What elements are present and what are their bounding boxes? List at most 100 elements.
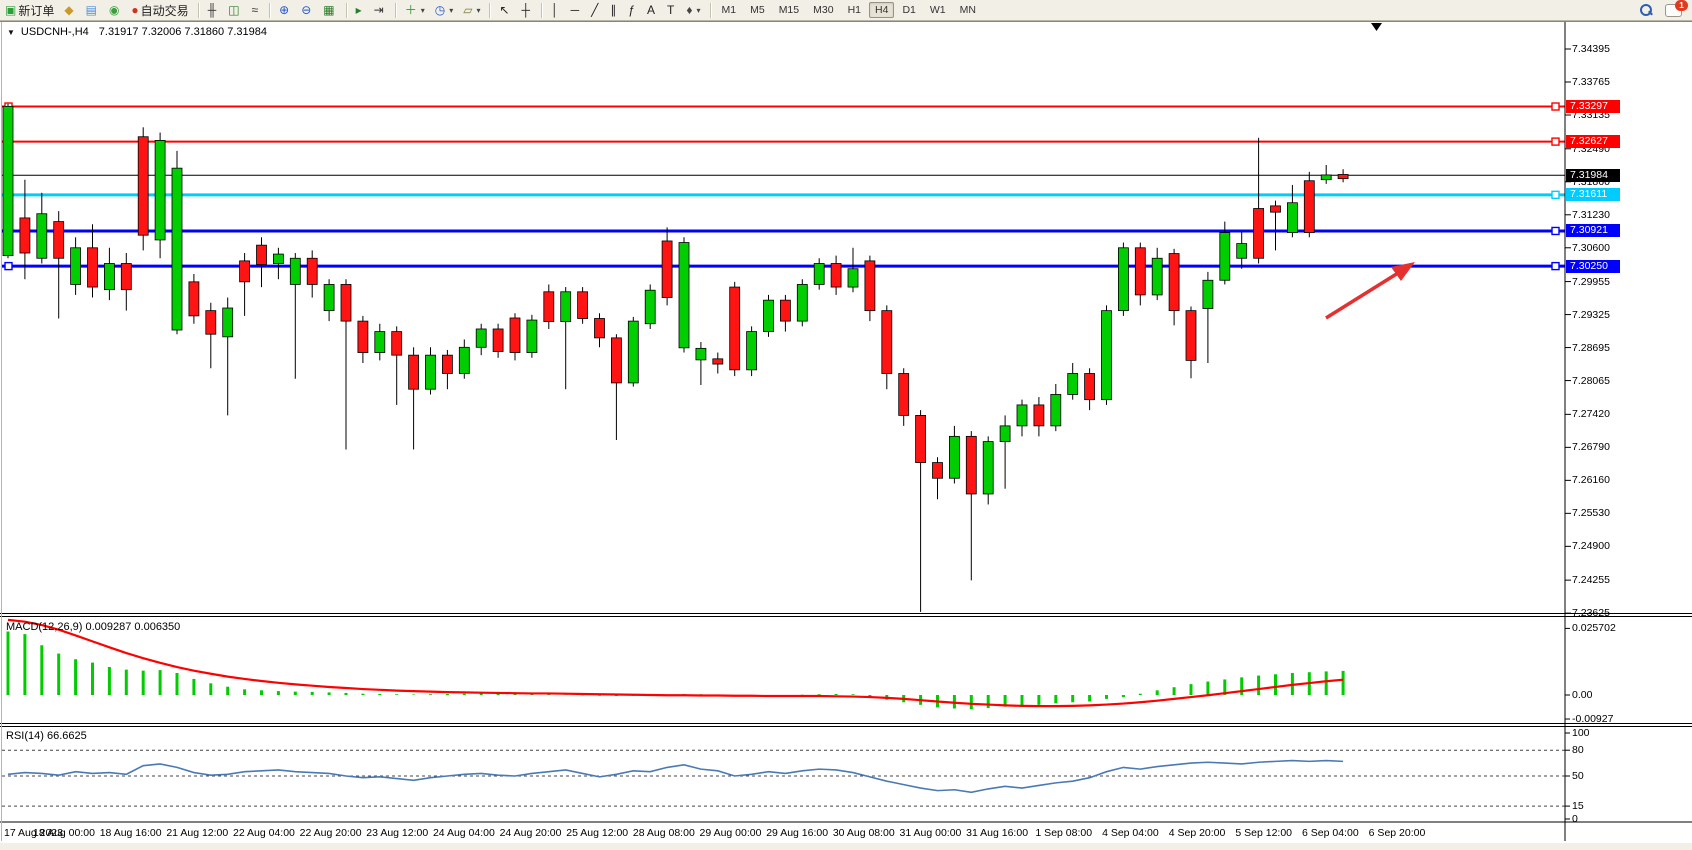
toolbar: ▣ 新订单 ◆ ▤ ◉ ● 自动交易 ╫ ◫ ≈ ⊕ ⊖ ▦ ▸ ⇥ ＋ ▾ ◷ ▾ ▱ ▾ ↖ ┼ │ ─ ╱ ∥ ƒ A T ♦ ▾ M1 M… [0, 0, 1692, 21]
alerts-button[interactable]: ◆ [60, 1, 79, 20]
trend-arrow[interactable] [1391, 262, 1415, 281]
macd-axis-label: 0.00 [1572, 689, 1593, 701]
add-indicator-icon: ＋ [404, 3, 417, 17]
auto-scroll-button[interactable]: ▸ [352, 1, 368, 20]
price-line-badge[interactable]: 7.30921 [1566, 224, 1620, 238]
timeframe-button-H4[interactable]: H4 [869, 2, 895, 18]
horizontal-line-button[interactable]: ─ [567, 1, 586, 20]
crosshair-icon: ┼ [521, 3, 531, 17]
chevron-down-icon[interactable]: ▾ [696, 5, 701, 15]
time-axis-label: 5 Sep 12:00 [1235, 827, 1293, 839]
candlestick-chart-button[interactable]: ◫ [224, 1, 245, 20]
chevron-down-icon[interactable]: ▾ [476, 5, 481, 15]
zoom-in-button[interactable]: ⊕ [275, 1, 295, 20]
equidistant-channel-button[interactable]: ∥ [606, 1, 622, 20]
indicators-button[interactable]: ＋ ▾ [401, 1, 429, 20]
chart-title: ▼ USDCNH-,H4 7.31917 7.32006 7.31860 7.3… [7, 26, 267, 38]
price-line-badge[interactable]: 7.30250 [1566, 259, 1620, 273]
toolbar-separator [489, 2, 491, 18]
price-line-badge[interactable]: 7.31611 [1566, 188, 1620, 202]
price-axis-label: 7.29325 [1572, 308, 1610, 321]
timeframe-button-M5[interactable]: M5 [750, 4, 765, 16]
time-axis-label: 28 Aug 08:00 [632, 827, 695, 839]
time-axis-label: 18 Aug 00:00 [33, 827, 95, 839]
timeframe-button-M30[interactable]: M30 [813, 4, 834, 16]
periods-button[interactable]: ◷ ▾ [431, 1, 458, 20]
time-axis-label: 31 Aug 16:00 [966, 827, 1029, 839]
timeframe-button-M15[interactable]: M15 [778, 4, 800, 16]
rsi-axis-label: 80 [1572, 744, 1584, 757]
price-axis-label: 7.23625 [1572, 607, 1610, 620]
auto-trading-button[interactable]: ● 自动交易 [127, 1, 192, 20]
text-button[interactable]: A [643, 1, 661, 20]
crosshair-button[interactable]: ┼ [518, 1, 537, 20]
market-watch-button[interactable]: ▤ [82, 1, 103, 20]
price-line-badge[interactable]: 7.32627 [1566, 135, 1620, 149]
price-axis-label: 7.29955 [1572, 275, 1610, 288]
fibonacci-icon: ƒ [628, 3, 635, 17]
toolbar-separator [197, 2, 199, 18]
time-axis-label: 4 Sep 20:00 [1168, 827, 1226, 839]
chart-canvas[interactable] [0, 21, 1692, 850]
cursor-button[interactable]: ↖ [495, 1, 515, 20]
zoom-in-icon: ⊕ [279, 3, 290, 17]
horizontal-line-icon: ─ [570, 3, 580, 17]
symbol-period-label: USDCNH-,H4 [20, 26, 89, 38]
price-axis-label: 7.24255 [1572, 574, 1610, 587]
price-axis-label: 7.25530 [1572, 507, 1610, 520]
templates-button[interactable]: ▱ ▾ [459, 1, 484, 20]
zoom-out-button[interactable]: ⊖ [297, 1, 317, 20]
clock-icon: ◷ [434, 3, 446, 17]
price-axis-label: 7.34395 [1572, 43, 1610, 55]
chart-shift-button[interactable]: ⇥ [370, 1, 390, 20]
fibonacci-button[interactable]: ƒ [624, 1, 641, 20]
search-icon[interactable] [1639, 3, 1653, 17]
signals-button[interactable]: ◉ [105, 1, 125, 20]
trendline-button[interactable]: ╱ [587, 1, 604, 20]
timeframe-button-W1[interactable]: W1 [929, 4, 946, 16]
text-label-icon: T [667, 3, 675, 17]
text-label-button[interactable]: T [663, 1, 680, 20]
timeframe-button-M1[interactable]: M1 [721, 4, 737, 16]
tile-windows-button[interactable]: ▦ [319, 1, 340, 20]
speaker-icon: ◆ [64, 3, 74, 17]
window-bottom-strip [0, 843, 1692, 850]
timeframe-button-D1[interactable]: D1 [902, 4, 916, 16]
timeframe-button-H1[interactable]: H1 [847, 4, 861, 16]
screens-icon: ▤ [85, 3, 97, 17]
bar-chart-button[interactable]: ╫ [204, 1, 223, 20]
vertical-line-button[interactable]: │ [547, 1, 565, 20]
price-axis-label: 7.26790 [1572, 441, 1610, 454]
chat-icon[interactable]: 1 [1665, 0, 1688, 17]
trendline-icon: ╱ [591, 3, 599, 17]
line-chart-icon: ≈ [251, 3, 259, 17]
symbol-context-icon[interactable]: ▼ [7, 27, 15, 37]
price-line-badge[interactable]: 7.31984 [1566, 168, 1620, 182]
time-axis-label: 6 Sep 04:00 [1302, 827, 1359, 839]
chevron-down-icon[interactable]: ▾ [420, 5, 425, 15]
toolbar-separator [709, 2, 711, 18]
chevron-down-icon[interactable]: ▾ [449, 5, 454, 15]
rsi-indicator-label: RSI(14) 66.6625 [6, 730, 87, 742]
line-chart-button[interactable]: ≈ [248, 1, 265, 20]
time-axis-label: 6 Sep 20:00 [1368, 827, 1426, 839]
time-axis-label: 22 Aug 20:00 [299, 827, 362, 839]
zoom-out-icon: ⊖ [301, 3, 312, 17]
arrows-button[interactable]: ♦ ▾ [682, 1, 704, 20]
bar-chart-icon: ╫ [207, 3, 217, 17]
time-axis-label: 1 Sep 08:00 [1035, 827, 1093, 839]
candles-layer [2, 103, 1349, 612]
new-order-button[interactable]: ▣ 新订单 [1, 1, 58, 20]
chart-window[interactable]: ▼ USDCNH-,H4 7.31917 7.32006 7.31860 7.3… [0, 21, 1692, 843]
timeframe-button-MN[interactable]: MN [959, 4, 976, 16]
time-axis-label: 30 Aug 08:00 [832, 827, 895, 839]
ohlc-values: 7.31917 7.32006 7.31860 7.31984 [98, 26, 267, 38]
price-line-badge[interactable]: 7.33297 [1566, 100, 1620, 113]
price-axis-label: 7.24900 [1572, 540, 1610, 553]
price-axis-label: 7.28695 [1572, 341, 1610, 354]
time-axis-label: 29 Aug 00:00 [699, 827, 762, 839]
rsi-axis-label: 50 [1572, 770, 1584, 782]
time-axis-label: 17 Aug 2023 [4, 827, 63, 839]
time-axis-label: 18 Aug 16:00 [99, 827, 162, 839]
chart-shift-marker[interactable] [1371, 23, 1382, 31]
